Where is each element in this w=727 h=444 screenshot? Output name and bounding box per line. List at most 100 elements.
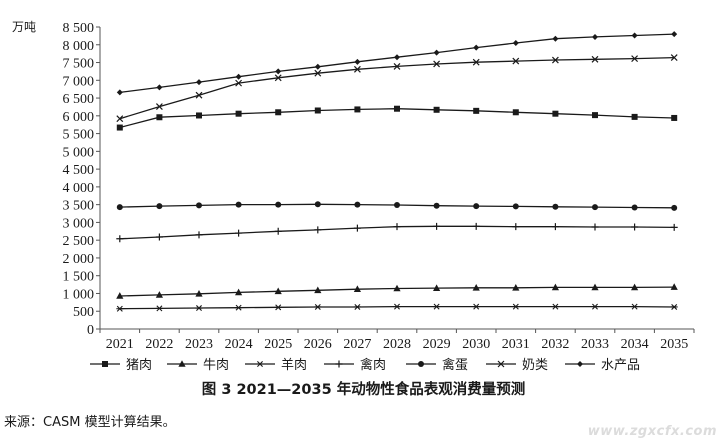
data-point (591, 303, 599, 310)
data-point (235, 73, 242, 80)
data-point (116, 305, 124, 312)
legend-item: 猪肉 (90, 358, 152, 373)
legend-item: 禽蛋 (406, 357, 468, 373)
data-point (433, 49, 440, 56)
y-tick-label: 6 500 (63, 92, 95, 107)
x-tick-label: 2031 (502, 337, 530, 352)
x-tick-label: 2026 (304, 337, 332, 352)
y-tick-label: 1 500 (63, 270, 95, 285)
series-6 (116, 54, 678, 123)
data-point (670, 283, 678, 290)
data-point (116, 204, 123, 211)
data-point (394, 105, 400, 112)
data-point (433, 284, 441, 291)
data-point (512, 303, 520, 310)
data-point (393, 63, 401, 70)
data-point (433, 222, 441, 230)
y-tick-label: 4 500 (63, 163, 95, 178)
data-point (354, 106, 361, 113)
data-point (116, 115, 124, 123)
legend-label: 牛肉 (203, 358, 229, 373)
x-tick-label: 2023 (185, 337, 213, 352)
y-tick-label: 500 (73, 305, 94, 320)
data-point (314, 69, 322, 77)
data-point (354, 201, 361, 208)
data-point (195, 231, 203, 239)
data-point (551, 303, 559, 310)
data-point (631, 283, 639, 291)
data-point (116, 89, 123, 96)
data-point (354, 58, 361, 65)
series-7 (116, 31, 678, 96)
data-point (274, 287, 282, 295)
data-point (591, 223, 599, 231)
data-point (552, 203, 559, 210)
data-point (631, 204, 638, 211)
series-3 (116, 303, 678, 312)
data-point (274, 74, 282, 82)
legend-marker (418, 361, 424, 367)
data-point (314, 303, 322, 310)
data-point (670, 223, 678, 231)
data-point (235, 229, 243, 237)
y-tick-label: 7 500 (63, 57, 95, 72)
data-point (156, 84, 163, 91)
x-tick-label: 2027 (343, 337, 371, 352)
data-point (275, 68, 282, 75)
legend-item: 水产品 (565, 358, 640, 373)
source-note: 来源：CASM 模型计算结果。 (4, 415, 176, 430)
y-tick-label: 3 000 (63, 216, 95, 231)
legend: 猪肉 牛肉 羊肉 禽肉 禽蛋 奶类 水产品 (90, 357, 640, 373)
x-tick-label: 2021 (106, 337, 134, 352)
data-point (433, 202, 440, 209)
y-tick-label: 1 000 (63, 287, 95, 302)
series-2 (116, 283, 678, 299)
data-point (631, 32, 638, 39)
data-point (592, 112, 598, 119)
data-point (353, 65, 361, 73)
y-tick-label: 8 000 (63, 39, 95, 54)
data-point (472, 58, 480, 66)
legend-label: 猪肉 (126, 358, 152, 373)
data-point (353, 224, 361, 232)
data-point (116, 292, 124, 299)
data-point (196, 202, 202, 209)
legend-item: 牛肉 (167, 358, 229, 373)
series-1 (116, 105, 678, 131)
data-point (235, 79, 243, 87)
data-point (512, 203, 519, 210)
data-point (591, 283, 599, 291)
x-tick-label: 2022 (145, 337, 173, 352)
data-point (433, 60, 441, 68)
data-point (631, 113, 638, 120)
y-tick-label: 6 000 (63, 110, 95, 125)
x-tick-label: 2032 (541, 337, 569, 352)
legend-label: 羊肉 (281, 357, 307, 373)
data-point (670, 54, 678, 61)
data-point (551, 283, 559, 291)
data-point (551, 223, 559, 231)
data-point (195, 91, 203, 99)
data-point (393, 284, 401, 292)
data-point (592, 33, 598, 40)
data-point (196, 79, 202, 86)
data-point (472, 222, 480, 230)
data-point (473, 203, 480, 210)
legend-marker (178, 360, 186, 367)
data-point (235, 201, 242, 208)
data-point (512, 223, 520, 231)
data-point (592, 204, 598, 211)
x-tick-label: 2025 (264, 337, 292, 352)
legend-label: 水产品 (601, 358, 640, 373)
legend-marker (102, 361, 108, 367)
x-tick-label: 2028 (383, 337, 411, 352)
data-point (353, 303, 361, 310)
y-tick-label: 7 000 (63, 74, 95, 89)
y-unit-label: 万吨 (12, 20, 36, 34)
data-point (274, 227, 282, 235)
y-tick-label: 4 000 (63, 181, 95, 196)
series-5 (116, 201, 678, 211)
data-point (472, 303, 480, 310)
chart-area: 万吨 0 500 1 000 1 500 2 000 2 500 3 000 3 500 4 0… (12, 20, 695, 373)
data-point (314, 107, 321, 114)
